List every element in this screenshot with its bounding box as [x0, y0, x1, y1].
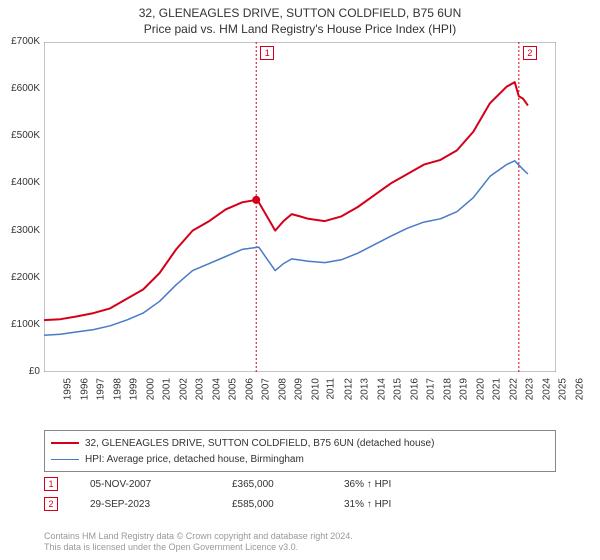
x-tick-label: 2021: [492, 378, 503, 400]
title-address: 32, GLENEAGLES DRIVE, SUTTON COLDFIELD, …: [0, 6, 600, 20]
chart-area: £0£100K£200K£300K£400K£500K£600K£700K199…: [0, 42, 600, 422]
legend-swatch: [51, 459, 79, 460]
event-price: £585,000: [232, 499, 312, 510]
x-tick-label: 2004: [211, 378, 222, 400]
x-tick-label: 2007: [260, 378, 271, 400]
attribution-footer: Contains HM Land Registry data © Crown c…: [44, 531, 353, 554]
x-tick-label: 2016: [409, 378, 420, 400]
legend-swatch: [51, 442, 79, 444]
x-tick-label: 2020: [475, 378, 486, 400]
x-tick-label: 2012: [343, 378, 354, 400]
x-tick-label: 2023: [525, 378, 536, 400]
event-badge: 1: [44, 477, 58, 491]
x-tick-label: 2014: [376, 378, 387, 400]
legend-label: HPI: Average price, detached house, Birm…: [85, 454, 304, 465]
x-tick-label: 2010: [310, 378, 321, 400]
event-date: 29-SEP-2023: [90, 499, 200, 510]
y-tick-label: £400K: [0, 177, 40, 188]
x-tick-label: 1998: [112, 378, 123, 400]
x-tick-label: 2005: [227, 378, 238, 400]
event-delta: 36% ↑ HPI: [344, 479, 424, 490]
x-tick-label: 2013: [360, 378, 371, 400]
x-tick-label: 2000: [145, 378, 156, 400]
x-tick-label: 1996: [79, 378, 90, 400]
event-delta: 31% ↑ HPI: [344, 499, 424, 510]
x-tick-label: 2017: [426, 378, 437, 400]
event-marker-badge: 1: [260, 46, 274, 60]
x-tick-label: 1999: [128, 378, 139, 400]
y-tick-label: £300K: [0, 225, 40, 236]
y-tick-label: £100K: [0, 319, 40, 330]
x-tick-label: 2006: [244, 378, 255, 400]
x-tick-label: 2001: [161, 378, 172, 400]
event-price: £365,000: [232, 479, 312, 490]
title-subtitle: Price paid vs. HM Land Registry's House …: [0, 22, 600, 36]
x-tick-label: 2025: [558, 378, 569, 400]
x-tick-label: 2026: [574, 378, 585, 400]
y-tick-label: £200K: [0, 272, 40, 283]
line-chart: [44, 42, 556, 372]
legend-row: 32, GLENEAGLES DRIVE, SUTTON COLDFIELD, …: [51, 435, 549, 451]
x-tick-label: 2024: [541, 378, 552, 400]
chart-titles: 32, GLENEAGLES DRIVE, SUTTON COLDFIELD, …: [0, 0, 600, 36]
legend-row: HPI: Average price, detached house, Birm…: [51, 451, 549, 467]
event-badge: 2: [44, 497, 58, 511]
y-tick-label: £500K: [0, 130, 40, 141]
event-table: 1 05-NOV-2007 £365,000 36% ↑ HPI 2 29-SEP-202…: [44, 474, 556, 514]
event-row: 2 29-SEP-2023 £585,000 31% ↑ HPI: [44, 494, 556, 514]
event-marker-badge: 2: [523, 46, 537, 60]
legend: 32, GLENEAGLES DRIVE, SUTTON COLDFIELD, …: [44, 430, 556, 472]
y-tick-label: £0: [0, 366, 40, 377]
x-tick-label: 2018: [442, 378, 453, 400]
x-tick-label: 1995: [62, 378, 73, 400]
x-tick-label: 2002: [178, 378, 189, 400]
event-row: 1 05-NOV-2007 £365,000 36% ↑ HPI: [44, 474, 556, 494]
x-tick-label: 2015: [393, 378, 404, 400]
event-date: 05-NOV-2007: [90, 479, 200, 490]
y-tick-label: £700K: [0, 36, 40, 47]
x-tick-label: 2019: [459, 378, 470, 400]
x-tick-label: 2008: [277, 378, 288, 400]
footer-line-1: Contains HM Land Registry data © Crown c…: [44, 531, 353, 543]
x-tick-label: 2009: [293, 378, 304, 400]
x-tick-label: 2011: [326, 378, 337, 400]
y-tick-label: £600K: [0, 83, 40, 94]
x-tick-label: 2003: [194, 378, 205, 400]
legend-label: 32, GLENEAGLES DRIVE, SUTTON COLDFIELD, …: [85, 438, 434, 449]
x-tick-label: 2022: [508, 378, 519, 400]
footer-line-2: This data is licensed under the Open Gov…: [44, 542, 353, 554]
x-tick-label: 1997: [95, 378, 106, 400]
